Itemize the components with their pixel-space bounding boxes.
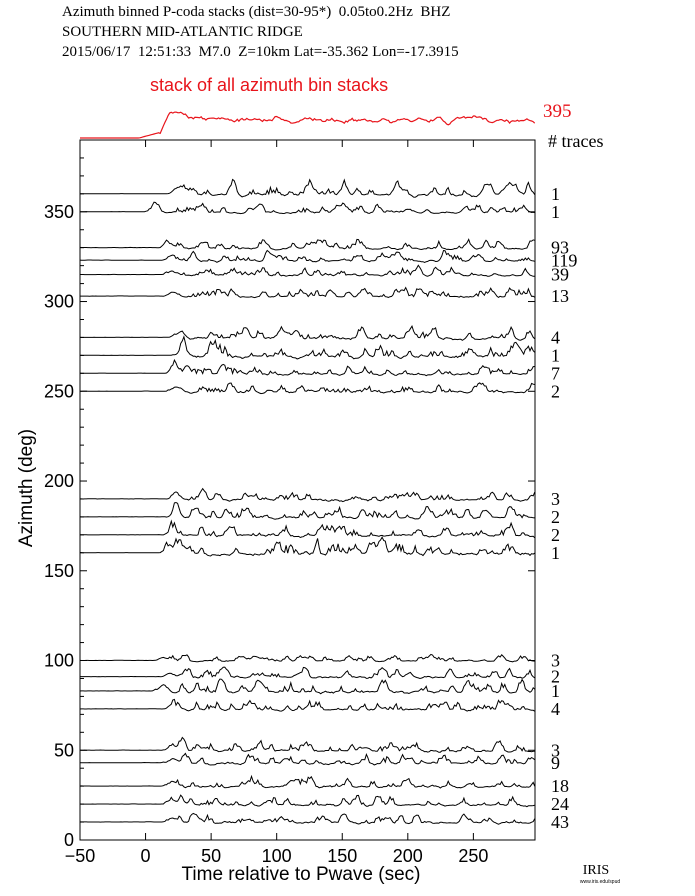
trace-count-label: 1 xyxy=(551,543,560,563)
chart-title-line-2: SOUTHERN MID-ATLANTIC RIDGE xyxy=(62,24,303,40)
trace-count-label: 119 xyxy=(551,250,577,270)
x-tick-label: 250 xyxy=(458,846,488,866)
x-tick-label: 100 xyxy=(262,846,292,866)
azimuth-trace xyxy=(80,666,535,680)
trace-count-label: 3 xyxy=(551,651,560,671)
azimuth-trace xyxy=(79,238,535,251)
trace-count-label: 2 xyxy=(551,381,560,401)
trace-count-label: 1 xyxy=(551,202,560,222)
azimuth-trace xyxy=(80,264,535,277)
x-tick-label: −50 xyxy=(65,846,96,866)
plot-frame xyxy=(79,139,536,841)
azimuth-trace xyxy=(79,752,536,766)
azimuth-trace xyxy=(79,774,536,789)
trace-count-label: 3 xyxy=(551,740,560,760)
azimuth-trace xyxy=(79,501,535,520)
x-tick-label: 50 xyxy=(201,846,221,866)
trace-count-label: 93 xyxy=(551,238,569,258)
y-tick-label: 150 xyxy=(44,561,74,581)
trace-count-label: 3 xyxy=(551,489,560,509)
y-tick-label: 300 xyxy=(44,292,74,312)
y-tick-label: 100 xyxy=(44,651,74,671)
trace-count-label: 24 xyxy=(551,794,569,814)
azimuth-trace xyxy=(79,178,536,198)
iris-logo: IRIS www.iris.edu/spud xyxy=(580,863,621,885)
trace-count-label: 1 xyxy=(551,345,560,365)
azimuth-trace xyxy=(79,653,535,663)
azimuth-trace xyxy=(79,736,535,753)
trace-count-label: 2 xyxy=(551,507,560,527)
azimuth-trace xyxy=(79,335,536,360)
y-tick-label: 50 xyxy=(54,740,74,760)
count-header: # traces xyxy=(548,131,603,151)
azimuth-trace xyxy=(79,698,535,712)
trace-count-label: 43 xyxy=(551,812,569,832)
y-tick-label: 0 xyxy=(64,830,74,850)
iris-logo-text: IRIS xyxy=(583,863,609,878)
y-tick-label: 250 xyxy=(44,381,74,401)
chart-title-line-3: 2015/06/17 12:51:33 M7.0 Z=10km Lat=-35.… xyxy=(62,44,459,60)
x-axis-title: Time relative to Pwave (sec) xyxy=(182,864,421,885)
azimuth-trace xyxy=(80,812,536,825)
trace-count-label: 13 xyxy=(551,286,569,306)
trace-count-label: 18 xyxy=(551,776,569,796)
azimuth-trace xyxy=(79,794,535,808)
azimuth-trace xyxy=(80,519,536,539)
trace-count-label: 1 xyxy=(551,681,560,701)
x-tick-label: 150 xyxy=(327,846,357,866)
stack-title: stack of all azimuth bin stacks xyxy=(150,75,388,95)
azimuth-trace xyxy=(79,249,535,263)
chart-title-line-1: Azimuth binned P-coda stacks (dist=30-95… xyxy=(62,4,451,20)
trace-series-group xyxy=(79,178,536,825)
trace-count-label: 4 xyxy=(551,699,560,719)
y-tick-label: 200 xyxy=(44,471,74,491)
trace-count-label: 39 xyxy=(551,265,569,285)
y-tick-label: 350 xyxy=(44,202,74,222)
azimuth-trace xyxy=(79,536,535,557)
azimuth-trace xyxy=(80,286,535,299)
trace-count-label: 7 xyxy=(551,363,560,383)
trace-count-label: 4 xyxy=(551,327,560,347)
stack-count: 395 xyxy=(543,101,572,122)
stack-line xyxy=(80,111,536,139)
trace-count-label: 2 xyxy=(551,525,560,545)
azimuth-trace xyxy=(79,678,536,695)
trace-count-label: 2 xyxy=(551,667,560,687)
azimuth-trace xyxy=(79,358,535,377)
x-tick-label: 200 xyxy=(393,846,423,866)
azimuth-trace xyxy=(80,487,536,503)
trace-count-label: 1 xyxy=(551,184,560,204)
x-tick-label: 0 xyxy=(141,846,151,866)
y-axis-title: Azimuth (deg) xyxy=(16,429,37,547)
iris-logo-subtext: www.iris.edu/spud xyxy=(580,879,621,885)
azimuth-trace xyxy=(79,325,536,341)
trace-count-label: 9 xyxy=(551,753,560,773)
azimuth-trace xyxy=(80,201,535,215)
azimuth-trace xyxy=(80,382,535,395)
